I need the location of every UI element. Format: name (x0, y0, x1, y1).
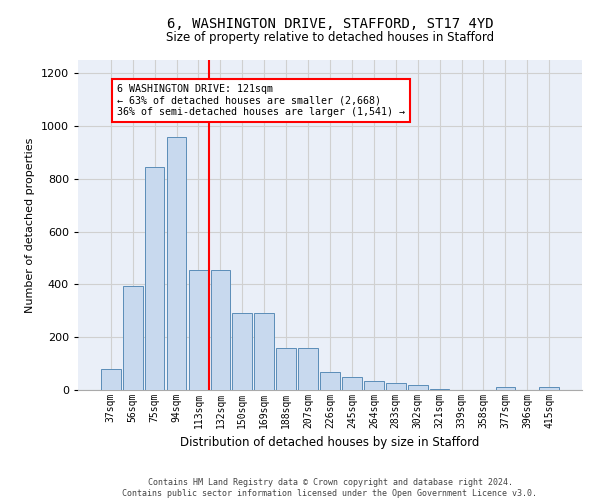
X-axis label: Distribution of detached houses by size in Stafford: Distribution of detached houses by size … (181, 436, 479, 450)
Bar (167, 136, 187, 390)
Bar (408, 384, 428, 390)
Text: Contains HM Land Registry data © Crown copyright and database right 2024.
Contai: Contains HM Land Registry data © Crown c… (122, 478, 538, 498)
Bar (364, 381, 384, 390)
Bar (145, 167, 164, 390)
Bar (430, 388, 449, 390)
Bar (211, 270, 230, 390)
Bar (496, 388, 515, 390)
Text: Size of property relative to detached houses in Stafford: Size of property relative to detached ho… (166, 31, 494, 44)
Bar (101, 369, 121, 390)
Y-axis label: Number of detached properties: Number of detached properties (25, 138, 35, 312)
Bar (539, 388, 559, 390)
Bar (298, 348, 318, 390)
Bar (254, 314, 274, 390)
Text: 6, WASHINGTON DRIVE, STAFFORD, ST17 4YD: 6, WASHINGTON DRIVE, STAFFORD, ST17 4YD (167, 18, 493, 32)
Bar (123, 286, 143, 390)
Bar (386, 384, 406, 390)
Bar (342, 377, 362, 390)
Bar (188, 270, 208, 390)
Bar (276, 348, 296, 390)
Bar (320, 372, 340, 390)
Bar (232, 314, 252, 390)
Text: 6 WASHINGTON DRIVE: 121sqm
← 63% of detached houses are smaller (2,668)
36% of s: 6 WASHINGTON DRIVE: 121sqm ← 63% of deta… (118, 84, 406, 117)
